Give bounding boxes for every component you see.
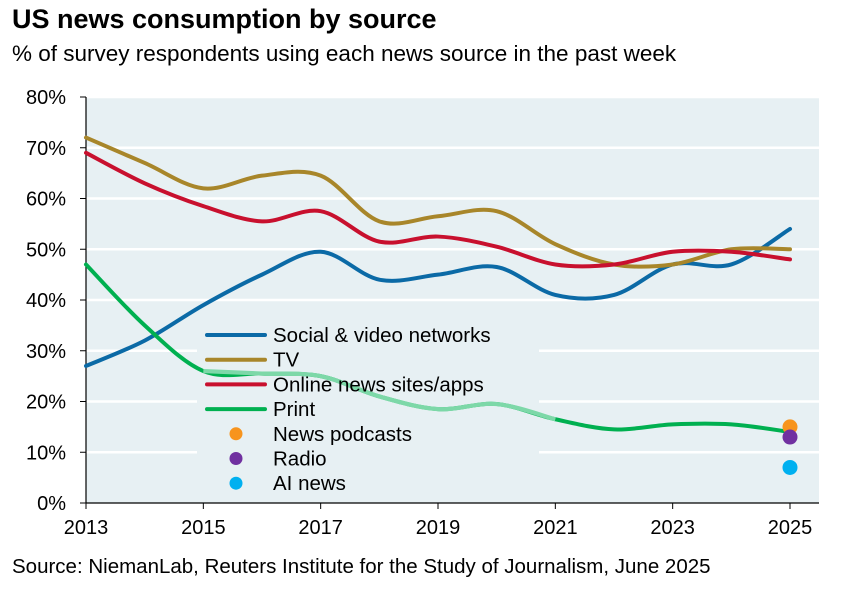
series-line-light-segment (203, 368, 556, 422)
x-tick-label: 2025 (768, 517, 813, 539)
data-point-2 (782, 459, 798, 475)
legend-label: News podcasts (273, 423, 412, 446)
x-tick-label: 2023 (650, 517, 695, 539)
x-tick-label: 2019 (416, 517, 461, 539)
y-tick-label: 50% (26, 239, 66, 261)
y-tick-label: 20% (26, 392, 66, 414)
data-point-1 (782, 429, 798, 445)
x-tick-label: 2015 (181, 517, 226, 539)
x-tick-label: 2013 (64, 517, 109, 539)
series-line-2 (84, 150, 792, 269)
y-tick-label: 0% (37, 493, 66, 515)
legend-label: Online news sites/apps (273, 373, 484, 396)
legend-label: Print (273, 398, 315, 421)
legend-swatch-dot (229, 452, 243, 465)
legend-label: Social & video networks (273, 324, 491, 347)
legend-swatch-dot (229, 476, 243, 490)
chart-subtitle: % of survey respondents using each news … (12, 41, 677, 66)
y-tick-label: 30% (26, 341, 66, 363)
series-line-1 (84, 135, 792, 269)
y-tick-label: 10% (26, 442, 66, 464)
source-note: Source: NiemanLab, Reuters Institute for… (12, 555, 711, 578)
x-tick-label: 2017 (298, 517, 343, 539)
x-tick-label: 2021 (533, 517, 578, 539)
y-tick-label: 40% (26, 290, 66, 312)
y-tick-label: 80% (26, 87, 66, 109)
legend-swatch-dot (229, 427, 243, 441)
y-tick-label: 70% (26, 138, 66, 160)
legend-label: TV (273, 349, 300, 372)
legend-label: AI news (273, 472, 346, 495)
y-tick-label: 60% (26, 189, 66, 211)
legend-label: Radio (273, 448, 327, 471)
chart-title: US news consumption by source (12, 4, 437, 34)
